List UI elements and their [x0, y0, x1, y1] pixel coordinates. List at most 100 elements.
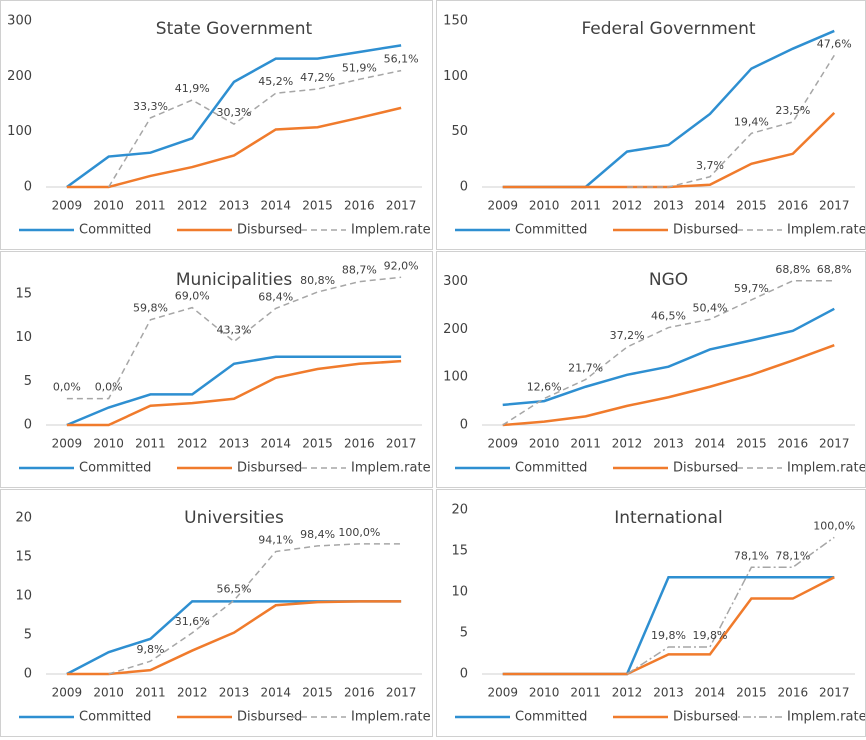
- x-tick-label: 2017: [386, 437, 417, 451]
- data-label: 45,2%: [258, 75, 293, 88]
- legend-label: Disbursed: [673, 461, 738, 476]
- x-tick-label: 2010: [529, 199, 560, 213]
- y-tick-label: 300: [7, 14, 32, 29]
- x-tick-label: 2015: [302, 199, 333, 213]
- chart-title: Federal Government: [581, 19, 755, 39]
- y-tick-label: 5: [24, 374, 32, 389]
- x-tick-label: 2010: [93, 437, 124, 451]
- x-tick-label: 2014: [695, 437, 726, 451]
- data-label: 78,1%: [734, 549, 769, 562]
- y-tick-label: 200: [7, 69, 32, 84]
- legend-label: Implem.rate: [351, 223, 431, 238]
- chart-title: Universities: [184, 508, 284, 528]
- x-tick-label: 2016: [344, 199, 375, 213]
- data-label: 19,4%: [734, 115, 769, 128]
- legend-label: Committed: [79, 223, 151, 238]
- x-tick-label: 2014: [261, 437, 292, 451]
- series-line: [66, 600, 402, 676]
- x-tick-label: 2013: [219, 437, 250, 451]
- x-tick-label: 2016: [344, 686, 375, 700]
- data-label: 78,1%: [775, 549, 810, 562]
- x-tick-label: 2015: [736, 437, 767, 451]
- x-tick-label: 2014: [695, 199, 726, 213]
- y-tick-label: 0: [460, 667, 468, 682]
- x-tick-label: 2012: [612, 199, 643, 213]
- legend-label: Disbursed: [673, 223, 738, 238]
- x-tick-label: 2017: [386, 199, 417, 213]
- y-tick-label: 0: [24, 418, 32, 433]
- y-tick-label: 5: [460, 626, 468, 641]
- y-tick-label: 0: [460, 418, 468, 433]
- data-label: 12,6%: [527, 381, 562, 394]
- data-label: 51,9%: [342, 61, 377, 74]
- x-tick-label: 2009: [487, 686, 518, 700]
- x-tick-label: 2016: [778, 199, 809, 213]
- y-tick-label: 20: [451, 503, 468, 518]
- x-tick-label: 2009: [52, 199, 83, 213]
- x-tick-label: 2010: [93, 686, 124, 700]
- x-tick-label: 2017: [819, 199, 850, 213]
- legend-label: Implem.rate: [787, 710, 865, 725]
- x-tick-label: 2011: [135, 199, 166, 213]
- data-label: 68,4%: [258, 290, 293, 303]
- series-line: [66, 276, 402, 400]
- y-tick-label: 10: [15, 588, 32, 603]
- chart-title: International: [614, 508, 723, 528]
- series-line: [627, 54, 835, 188]
- y-tick-label: 50: [451, 124, 468, 139]
- chart-title: Municipalities: [176, 270, 293, 290]
- x-tick-label: 2009: [487, 437, 518, 451]
- y-tick-label: 5: [24, 627, 32, 642]
- chart-panel: 0 5 10 15 2009 2010 2011 2012 2013 2014 2015 2016 20…: [0, 251, 433, 488]
- x-tick-label: 2016: [344, 437, 375, 451]
- x-tick-label: 2016: [778, 686, 809, 700]
- data-label: 92,0%: [384, 259, 419, 272]
- y-tick-label: 15: [451, 544, 468, 559]
- x-tick-label: 2015: [302, 686, 333, 700]
- x-tick-label: 2011: [570, 437, 601, 451]
- y-tick-label: 100: [7, 124, 32, 139]
- data-label: 56,5%: [217, 582, 252, 595]
- series-line: [66, 355, 402, 427]
- chart-panel: 0 50 100 150 2009 2010 2011 2012 2013 2014 2015 201…: [436, 0, 866, 250]
- y-tick-label: 100: [443, 69, 468, 84]
- data-label: 59,7%: [734, 282, 769, 295]
- data-label: 0,0%: [53, 381, 81, 394]
- y-tick-label: 150: [443, 14, 468, 29]
- data-label: 33,3%: [133, 100, 168, 113]
- x-tick-label: 2011: [135, 686, 166, 700]
- x-tick-label: 2013: [653, 686, 684, 700]
- x-tick-label: 2010: [529, 437, 560, 451]
- data-label: 80,8%: [300, 274, 335, 287]
- y-tick-label: 0: [24, 667, 32, 682]
- y-tick-label: 300: [443, 274, 468, 289]
- series-line: [66, 44, 402, 189]
- data-label: 9,8%: [136, 643, 164, 656]
- series-line: [66, 600, 402, 676]
- data-label: 3,7%: [696, 159, 724, 172]
- chart: 0 5 10 15 20 2009 2010 2011 2012 2013 2014 2015 2016…: [15, 508, 431, 725]
- legend-label: Disbursed: [237, 710, 302, 725]
- legend-label: Implem.rate: [351, 710, 431, 725]
- x-tick-label: 2010: [529, 686, 560, 700]
- data-label: 23,5%: [775, 104, 810, 117]
- data-label: 68,8%: [775, 263, 810, 276]
- data-label: 41,9%: [175, 82, 210, 95]
- y-tick-label: 20: [15, 510, 32, 525]
- x-tick-label: 2012: [612, 437, 643, 451]
- data-label: 68,8%: [817, 263, 852, 276]
- data-label: 98,4%: [300, 528, 335, 541]
- x-tick-label: 2014: [261, 686, 292, 700]
- chart: 0 50 100 150 2009 2010 2011 2012 2013 2014 2015 201…: [443, 14, 866, 238]
- legend-label: Committed: [515, 223, 587, 238]
- legend-label: Implem.rate: [787, 461, 865, 476]
- series-line: [66, 359, 402, 427]
- x-tick-label: 2015: [302, 437, 333, 451]
- legend-label: Committed: [515, 461, 587, 476]
- y-tick-label: 15: [15, 549, 32, 564]
- y-tick-label: 15: [15, 286, 32, 301]
- y-tick-label: 10: [451, 585, 468, 600]
- legend-label: Implem.rate: [787, 223, 865, 238]
- x-tick-label: 2012: [177, 686, 208, 700]
